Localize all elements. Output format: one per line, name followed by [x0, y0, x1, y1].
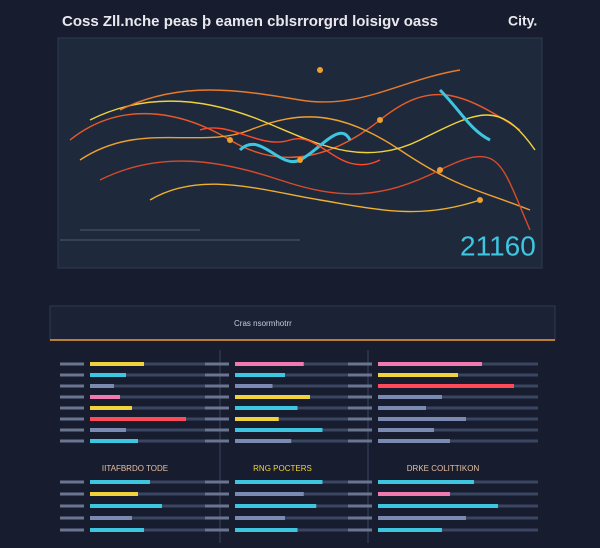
bar-label-stub	[60, 362, 84, 366]
bar-label-stub	[205, 504, 229, 508]
strip-frame	[49, 305, 556, 341]
bar	[378, 516, 466, 520]
bar	[378, 384, 514, 388]
bar	[235, 384, 273, 388]
bar	[235, 504, 317, 508]
bar	[90, 395, 120, 399]
bar	[378, 362, 482, 366]
bar-label-stub	[60, 417, 84, 421]
bar-label-stub	[60, 516, 84, 520]
page-title: Coss Zll.nche peas þ eamen cblsrrorgrd l…	[62, 13, 438, 30]
bar-label-stub	[348, 428, 372, 432]
bar-label-stub	[60, 504, 84, 508]
bar	[235, 362, 304, 366]
bar	[235, 528, 298, 532]
bar	[378, 439, 450, 443]
bar-label-stub	[60, 428, 84, 432]
bar	[235, 480, 323, 484]
bar	[90, 417, 186, 421]
bar-label-stub	[60, 439, 84, 443]
bar-label-stub	[60, 384, 84, 388]
bar-label-stub	[205, 406, 229, 410]
bar-label-stub	[205, 516, 229, 520]
bar	[378, 480, 474, 484]
bar-label-stub	[60, 406, 84, 410]
bar-label-stub	[60, 395, 84, 399]
section-title: DRKE COLITTIKON	[407, 464, 480, 473]
bar-label-stub	[60, 492, 84, 496]
strip-label: Cras nsormhotrr	[234, 319, 292, 328]
bar	[235, 395, 310, 399]
bar	[235, 439, 292, 443]
bar-label-stub	[348, 480, 372, 484]
bar-label-stub	[348, 492, 372, 496]
bar	[378, 373, 458, 377]
bar	[90, 480, 150, 484]
map-nodes	[227, 67, 483, 203]
bar-label-stub	[60, 528, 84, 532]
bar	[378, 395, 442, 399]
bar	[90, 384, 114, 388]
bar	[235, 417, 279, 421]
bar	[378, 428, 434, 432]
bar	[90, 428, 126, 432]
bar	[378, 406, 426, 410]
map-figure: 21160	[460, 230, 536, 261]
bar-label-stub	[205, 439, 229, 443]
bar-label-stub	[348, 362, 372, 366]
bar-label-stub	[348, 516, 372, 520]
bar	[378, 528, 442, 532]
bar	[378, 417, 466, 421]
bar	[90, 528, 144, 532]
bar	[235, 406, 298, 410]
bar	[235, 373, 285, 377]
bar-label-stub	[60, 373, 84, 377]
bar	[235, 516, 285, 520]
bar	[378, 504, 498, 508]
bar-label-stub	[348, 384, 372, 388]
bar	[90, 362, 144, 366]
bar	[90, 439, 138, 443]
bar-label-stub	[348, 528, 372, 532]
bar-label-stub	[205, 492, 229, 496]
bar-label-stub	[205, 384, 229, 388]
bar-label-stub	[348, 417, 372, 421]
bar-label-stub	[205, 362, 229, 366]
bar-label-stub	[205, 417, 229, 421]
bar-label-stub	[205, 480, 229, 484]
bar-label-stub	[205, 428, 229, 432]
bar-label-stub	[348, 439, 372, 443]
section-title: IITAFBRDO TODE	[102, 464, 168, 473]
bar-label-stub	[348, 406, 372, 410]
summary-strip: Cras nsormhotrr	[49, 305, 556, 341]
city-label: City.	[508, 13, 537, 29]
bar	[90, 492, 138, 496]
bar	[378, 492, 450, 496]
bar-label-stub	[348, 395, 372, 399]
bar-label-stub	[205, 395, 229, 399]
bar	[90, 516, 132, 520]
bar	[90, 504, 162, 508]
bar	[90, 373, 126, 377]
section-title: RNG POCTERS	[253, 464, 312, 473]
bar	[235, 428, 323, 432]
bar	[235, 492, 304, 496]
bar	[90, 406, 132, 410]
bar-label-stub	[348, 373, 372, 377]
bar-label-stub	[205, 373, 229, 377]
bar-label-stub	[348, 504, 372, 508]
bar-label-stub	[60, 480, 84, 484]
bar-label-stub	[205, 528, 229, 532]
map-panel: 21160	[57, 37, 543, 269]
